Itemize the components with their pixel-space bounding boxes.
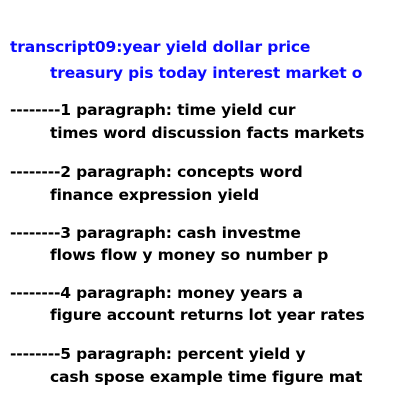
paragraph-4-text: figure account returns lot year rates	[50, 306, 365, 324]
paragraph-4-heading: --------4 paragraph: money years a	[10, 284, 303, 302]
paragraph-5-heading: --------5 paragraph: percent yield y	[10, 345, 306, 363]
paragraph-3-heading: --------3 paragraph: cash investme	[10, 224, 301, 242]
paragraph-3-text: flows flow y money so number p	[50, 246, 329, 264]
paragraph-2-text: finance expression yield	[50, 186, 260, 204]
paragraph-2-heading: --------2 paragraph: concepts word	[10, 163, 303, 181]
transcript-subtitle: treasury pis today interest market o	[50, 64, 363, 82]
transcript-title: transcript09:year yield dollar price	[10, 38, 311, 56]
paragraph-1-text: times word discussion facts markets	[50, 124, 365, 142]
paragraph-1-heading: --------1 paragraph: time yield cur	[10, 101, 296, 119]
paragraph-5-text: cash spose example time figure mat	[50, 368, 363, 386]
